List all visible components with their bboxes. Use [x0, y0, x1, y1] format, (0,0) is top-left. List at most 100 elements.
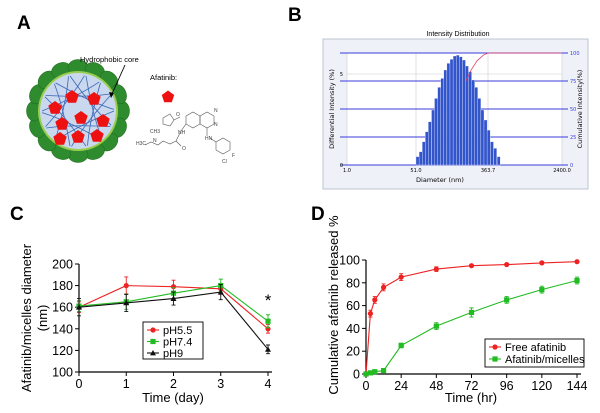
x-tick-label: 4 [265, 377, 272, 391]
x-axis-label: Diameter (nm) [416, 176, 464, 184]
marker-square [265, 318, 271, 324]
marker-triangle [170, 295, 177, 301]
panel-label-c: C [10, 204, 24, 225]
marker-triangle [265, 346, 271, 352]
cumulative-curve [465, 52, 562, 82]
intensity-distribution-chart: Intensity Distribution Diameter (nm) Dif… [322, 31, 589, 190]
drug-pentagon [48, 101, 62, 114]
x-tick-label: 1.0 [343, 168, 351, 174]
atom-label: HN [205, 136, 213, 142]
drug-pentagon [71, 130, 85, 143]
y-tick-label: 0 [353, 368, 360, 382]
drug-pentagon [53, 132, 67, 145]
marker-triangle [123, 299, 130, 306]
drug-pentagon [65, 90, 79, 103]
histogram-bar [434, 98, 438, 166]
legend-label: Free afatinib [505, 342, 566, 354]
atom-label: N [214, 108, 218, 114]
core-arrow [110, 64, 126, 97]
y2-tick-label: 100 [570, 51, 580, 57]
y2-tick-label: 75 [570, 79, 576, 85]
legend-label: pH5.5 [163, 325, 192, 337]
y-axis-label: Differential Intensity (%) [328, 69, 336, 149]
x-tick-label: 2400.0 [553, 168, 571, 174]
marker-circle [367, 310, 373, 317]
drug-pentagon [90, 129, 104, 142]
y-tick-label: 60 [346, 299, 360, 313]
panel-label-a: A [17, 13, 31, 34]
drug-pentagon-icon [161, 90, 175, 103]
y-tick-label: 120 [52, 344, 73, 358]
arrow-head [109, 92, 114, 98]
histogram-bar [490, 141, 494, 166]
micelle-diagram: Hydrophobic core Afatinib: H3C N CH3 O NH HN N… [26, 55, 235, 165]
marker-circle [150, 327, 156, 333]
histogram-bar [415, 156, 420, 166]
x-tick-label: 0 [363, 379, 370, 393]
marker-square [372, 369, 378, 375]
x-tick-label: 1 [123, 377, 130, 391]
histogram-bar [496, 156, 501, 166]
x-tick-label: 0 [76, 377, 83, 391]
x-tick-label: 51.0 [410, 168, 421, 174]
series-afatinib-micelles [363, 276, 580, 377]
legend-label: pH7.4 [163, 337, 192, 349]
atom-label: H3C [136, 141, 146, 147]
marker-square [363, 371, 369, 377]
x-tick-label: 72 [465, 379, 479, 393]
marker-square [367, 370, 373, 376]
histogram-bar [486, 129, 491, 166]
legend-box [484, 338, 585, 368]
x-tick-label: 144 [567, 379, 588, 393]
atom-label: NH [178, 130, 186, 136]
y2-tick-label: 0 [570, 163, 573, 169]
x-tick-label: 120 [531, 379, 552, 393]
atom-label: O [176, 112, 180, 118]
series-ph9 [76, 284, 271, 355]
y-tick-label: 200 [52, 258, 73, 272]
y-tick-label: 80 [346, 276, 360, 290]
marker-square [504, 297, 510, 303]
diameter-stability-chart: 100 120 140 160 180 200 0 1 2 3 4 * Afatinib/micel… [19, 243, 272, 405]
x-tick-label: 363.7 [481, 168, 495, 174]
histogram-bar [477, 98, 482, 166]
y-axis-label: Afatinib/micelles diameter [19, 243, 34, 392]
core-label: Hydrophobic core [80, 55, 139, 64]
x-axis-label: Time (day) [142, 390, 204, 405]
y-tick-label: 100 [52, 366, 73, 380]
marker-square [574, 277, 580, 284]
histogram-bar [483, 119, 488, 166]
histogram-bar [468, 71, 472, 166]
marker-circle [123, 283, 129, 289]
x-tick-label: 48 [429, 379, 443, 393]
x-tick-label: 3 [217, 377, 224, 391]
x-tick-label: 96 [500, 379, 514, 393]
histogram-bar [462, 59, 466, 166]
y-tick-label: 5 [340, 72, 343, 78]
marker-square [398, 342, 404, 349]
drug-pentagon [96, 114, 110, 127]
marker-circle [539, 260, 545, 266]
x-tick-label: 2 [170, 377, 177, 391]
marker-triangle [217, 289, 224, 295]
panel-label-b: B [288, 5, 302, 26]
histogram-bar [493, 148, 497, 166]
y-tick-label: 0 [340, 163, 343, 169]
histogram-bar [446, 63, 451, 166]
y-tick-label: 20 [346, 345, 360, 359]
marker-circle [504, 261, 510, 268]
histogram-bar [431, 109, 435, 166]
histogram-bar [422, 141, 426, 166]
drug-pentagon [74, 111, 88, 124]
atom-label: N [214, 122, 218, 128]
marker-square [380, 367, 387, 374]
histogram-bar [480, 109, 485, 166]
histogram-bar [471, 79, 475, 166]
panel-label-d: D [311, 204, 325, 225]
marker-square [150, 338, 156, 345]
drug-pentagon [55, 117, 69, 130]
y-tick-label: 100 [339, 254, 360, 268]
marker-square [539, 287, 545, 293]
significance-asterisk: * [265, 291, 272, 310]
y2-tick-label: 50 [570, 107, 576, 113]
